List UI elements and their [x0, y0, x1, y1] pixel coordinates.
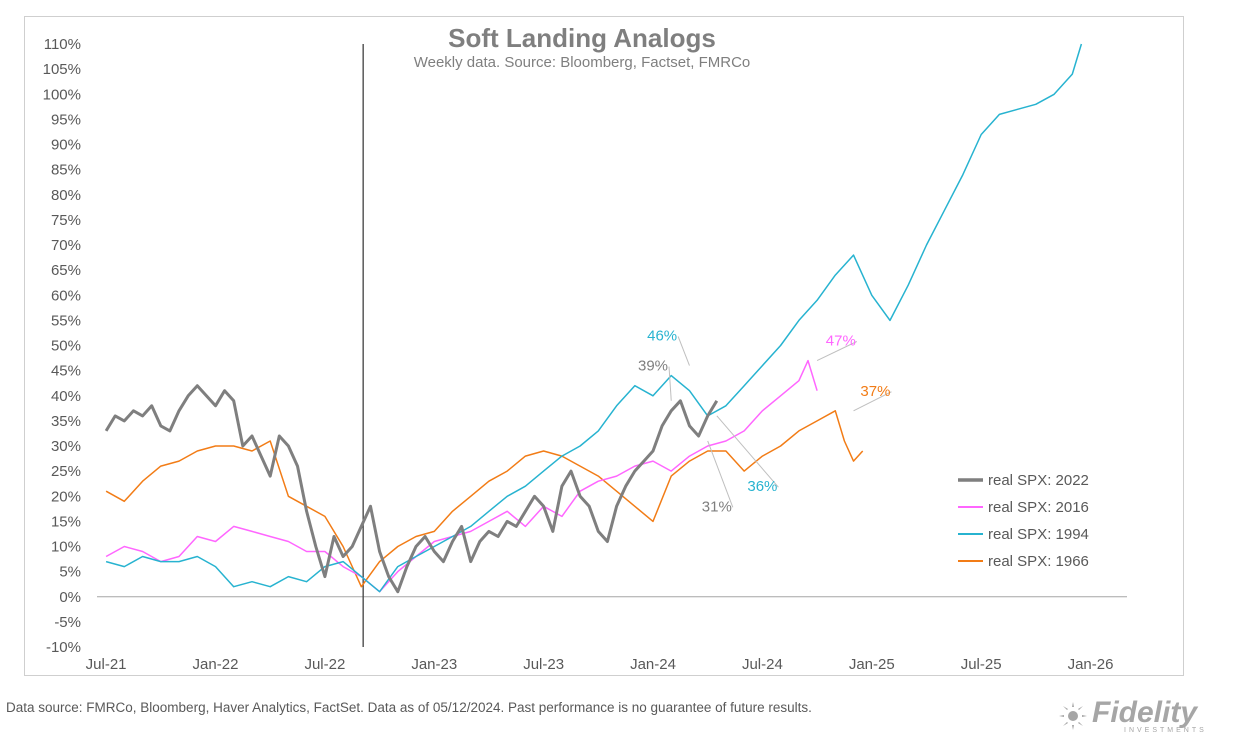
series-line-2016 — [105, 359, 818, 593]
legend-label: real SPX: 2016 — [988, 499, 1089, 516]
y-tick-label: 35% — [51, 413, 81, 430]
footer-source-note: Data source: FMRCo, Bloomberg, Haver Ana… — [6, 700, 812, 715]
y-tick-label: 50% — [51, 338, 81, 355]
x-axis: Jul-21 Jan-22 Jul-22 Jan-23 Jul-23 Jan-24 Jul-… — [86, 656, 1114, 673]
legend-label: real SPX: 2022 — [988, 472, 1089, 489]
annotation-leader — [716, 415, 779, 488]
x-tick-label: Jan-22 — [193, 656, 239, 673]
y-tick-label: 110% — [44, 36, 81, 53]
x-tick-label: Jan-25 — [849, 656, 895, 673]
y-tick-label: 45% — [51, 363, 81, 380]
y-tick-label: 0% — [59, 589, 81, 606]
y-tick-label: 95% — [51, 111, 81, 128]
chart-subtitle: Weekly data. Source: Bloomberg, Factset,… — [414, 54, 751, 71]
y-tick-label: -10% — [46, 639, 81, 656]
y-tick-label: 90% — [51, 137, 81, 154]
fidelity-logo: Fidelity INVESTMENTS — [1059, 696, 1207, 734]
y-tick-label: 40% — [51, 388, 81, 405]
logo-wordmark: Fidelity — [1092, 696, 1198, 729]
y-tick-label: 20% — [51, 488, 81, 505]
data-label: 37% — [860, 383, 890, 400]
y-tick-label: 25% — [51, 463, 81, 480]
y-tick-label: 65% — [51, 262, 81, 279]
y-tick-label: 80% — [51, 187, 81, 204]
y-tick-label: 100% — [43, 86, 81, 103]
data-label: 31% — [702, 498, 732, 515]
y-tick-label: 55% — [51, 312, 81, 329]
data-label: 39% — [638, 358, 668, 375]
annotation-leader — [707, 440, 734, 508]
series-line-2022 — [104, 384, 719, 594]
y-tick-label: 5% — [59, 564, 81, 581]
y-tick-label: 30% — [51, 438, 81, 455]
data-label: 47% — [826, 333, 856, 350]
x-tick-label: Jan-23 — [411, 656, 457, 673]
series-group — [104, 43, 1083, 594]
y-tick-label: -5% — [54, 614, 81, 631]
y-axis: -10% -5% 0% 5% 10% 15% 20% 25% 30% 35% 40% 45% 50% 55… — [43, 36, 81, 656]
y-tick-label: 60% — [51, 287, 81, 304]
y-tick-label: 70% — [51, 237, 81, 254]
y-tick-label: 85% — [51, 162, 81, 179]
annotation-leader — [816, 341, 858, 362]
x-tick-label: Jul-22 — [304, 656, 345, 673]
x-tick-label: Jul-25 — [961, 656, 1002, 673]
y-tick-label: 75% — [51, 212, 81, 229]
logo-subtitle: INVESTMENTS — [1124, 727, 1207, 734]
annotation-leader — [677, 336, 690, 366]
data-label: 36% — [747, 478, 777, 495]
sunburst-icon — [1059, 702, 1087, 730]
y-tick-label: 105% — [43, 61, 81, 78]
y-tick-label: 15% — [51, 513, 81, 530]
data-label: 46% — [647, 327, 677, 344]
x-tick-label: Jan-26 — [1068, 656, 1114, 673]
annotation-leader — [668, 366, 672, 401]
annotation-leader — [853, 391, 892, 412]
x-tick-label: Jul-24 — [742, 656, 783, 673]
reference-lines — [97, 44, 1127, 647]
annotations: 46% 39% 47% 37% 36% 31% — [638, 327, 892, 515]
legend-label: real SPX: 1994 — [988, 526, 1089, 543]
x-tick-label: Jul-23 — [523, 656, 564, 673]
legend-label: real SPX: 1966 — [988, 553, 1089, 570]
x-tick-label: Jan-24 — [630, 656, 676, 673]
series-line-1966 — [105, 410, 864, 588]
series-line-1994 — [105, 43, 1083, 593]
chart-title: Soft Landing Analogs — [448, 23, 716, 53]
legend: real SPX: 2022 real SPX: 2016 real SPX: 19… — [958, 472, 1089, 570]
x-tick-label: Jul-21 — [86, 656, 127, 673]
line-chart: Soft Landing Analogs Weekly data. Source… — [43, 23, 1127, 673]
chart-frame: Soft Landing Analogs Weekly data. Source… — [24, 16, 1184, 676]
y-tick-label: 10% — [51, 539, 81, 556]
